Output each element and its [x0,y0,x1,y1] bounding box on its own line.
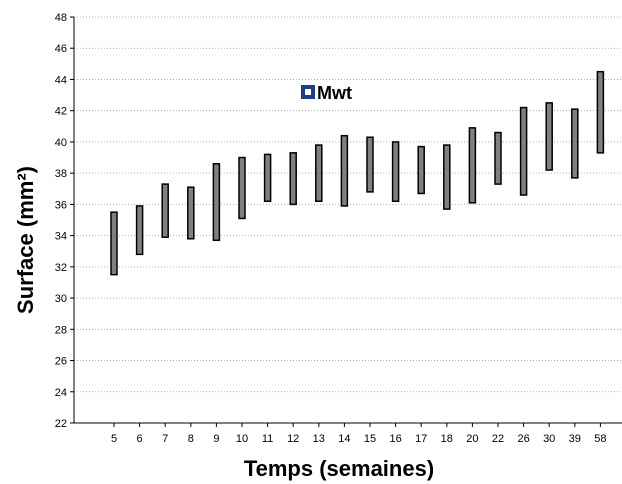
range-bar [289,152,297,206]
range-bar [110,211,118,276]
legend-label: Mwt [317,83,352,103]
range-bar [161,183,169,238]
x-tick-label: 11 [262,433,273,445]
x-tick-label: 8 [188,433,194,445]
range-bar [391,141,400,203]
x-tick-label: 39 [569,433,581,445]
y-tick-label: 48 [55,12,67,24]
range-bar [238,156,246,220]
y-tick-label: 26 [55,356,67,368]
x-tick-label: 9 [213,433,219,445]
x-tick-label: 18 [441,433,453,445]
y-tick-label: 24 [55,387,67,399]
x-tick-label: 15 [364,433,376,445]
y-tick-label: 38 [55,168,67,180]
range-bar [494,131,502,185]
x-tick-label: 26 [517,433,529,445]
x-tick-label: 7 [162,433,168,445]
range-bar [596,70,605,154]
x-tick-label: 14 [338,433,350,445]
y-axis-title: Surface (mm²) [13,166,38,314]
range-bar [135,205,144,256]
x-tick-label: 17 [415,433,427,445]
x-tick-label: 5 [111,433,117,445]
range-bar [417,145,425,195]
legend: Mwt [301,83,352,103]
y-tick-label: 30 [55,293,67,305]
range-bar [545,102,553,171]
y-tick-label: 36 [55,199,67,211]
y-tick-label: 22 [55,418,67,430]
x-tick-label: 30 [543,433,555,445]
x-tick-label: 22 [492,433,504,445]
y-tick-label: 46 [55,43,67,55]
y-tick-label: 34 [55,231,67,243]
x-ticks: 5 6 7 8 9 10 11 12 13 14 15 16 17 18 20 22 26 30 39 58 [111,423,607,445]
y-tick-label: 44 [55,74,67,86]
y-ticks: 22 24 26 28 30 32 34 36 38 40 42 44 46 48 [55,12,74,430]
x-tick-label: 10 [236,433,248,445]
range-bar [366,136,374,193]
range-bar [468,127,477,204]
x-tick-label: 20 [466,433,478,445]
y-tick-label: 42 [55,106,67,118]
x-tick-label: 58 [594,433,606,445]
range-bar [571,108,579,179]
y-tick-label: 40 [55,137,67,149]
x-tick-label: 6 [137,433,143,445]
range-bar [187,186,195,240]
y-tick-label: 28 [55,324,67,336]
range-bars [110,70,605,276]
legend-marker-inner [305,89,311,95]
range-bar [212,163,221,242]
x-axis-title: Temps (semaines) [244,456,434,481]
x-tick-label: 13 [313,433,325,445]
range-bar [315,144,323,203]
range-bar [443,144,451,210]
x-tick-label: 12 [287,433,299,445]
range-bar [519,106,528,196]
y-tick-label: 32 [55,262,67,274]
range-bar [340,134,349,207]
range-bar [263,153,272,203]
x-tick-label: 16 [389,433,401,445]
